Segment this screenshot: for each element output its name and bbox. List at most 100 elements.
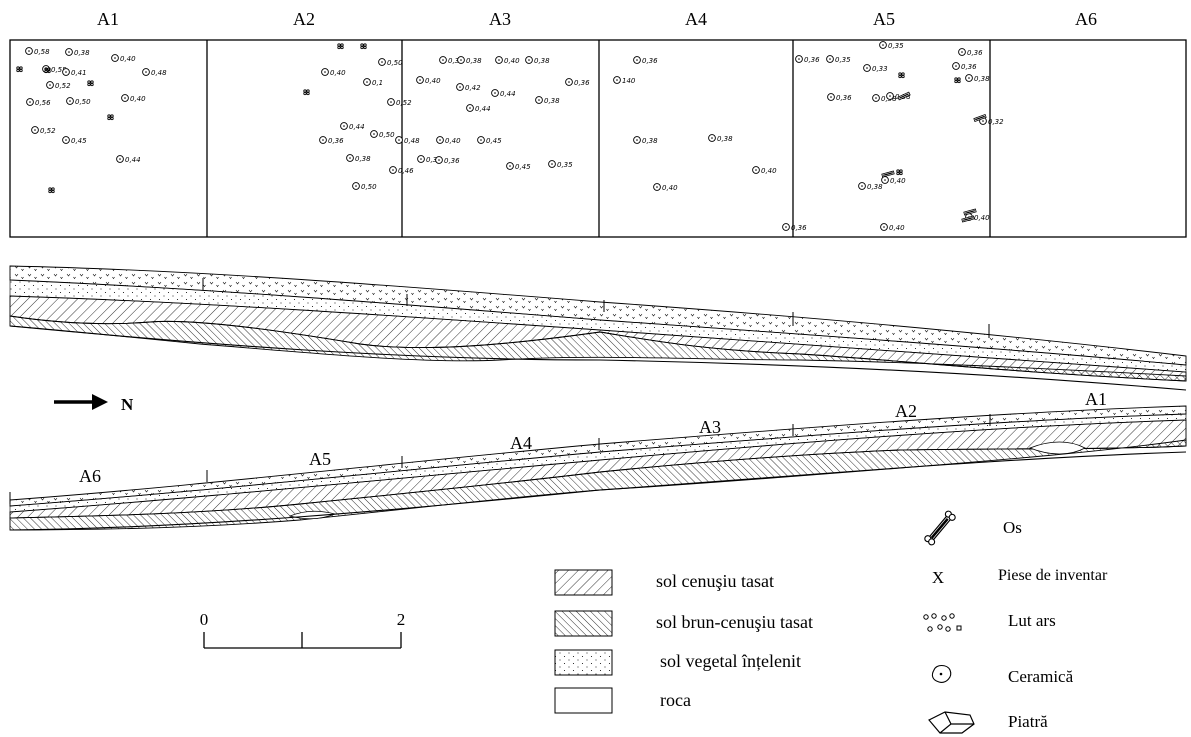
legend-layer-roca: roca — [554, 687, 691, 714]
ceramic-find: 0,38 — [535, 96, 560, 105]
bone-find — [961, 215, 975, 223]
ceramic-find: 0,35 — [826, 55, 851, 64]
square-title-a6: A6 — [1075, 9, 1097, 29]
ceramic-find: 0,38 — [525, 56, 550, 65]
depth-label: 0,36 — [967, 49, 983, 57]
square-title-a2: A2 — [293, 9, 315, 29]
legend-find-os: Os — [924, 510, 1022, 546]
swatch-dots — [554, 649, 613, 676]
ceramic-find: 0,38 — [457, 56, 482, 65]
depth-label: 0,44 — [125, 156, 141, 164]
ceramic-find: 140 — [613, 76, 636, 85]
burnt-clay-find — [44, 67, 51, 74]
swatch-hatch-dense — [554, 610, 613, 637]
ceramic-find: 0,38 — [708, 134, 733, 143]
depth-label: 0,40 — [890, 177, 906, 185]
bone-find — [963, 208, 977, 216]
north-label: N — [121, 395, 134, 414]
ceramic-find: 0,50 — [370, 130, 395, 139]
depth-label: 0,48 — [151, 69, 167, 77]
ceramic-find: 0,36 — [827, 93, 852, 102]
legend-layer-vegetal: sol vegetal înțelenit — [554, 649, 801, 676]
depth-label: 0,44 — [475, 105, 491, 113]
burnt-clay-find — [954, 77, 961, 84]
depth-label: 0,52 — [396, 99, 412, 107]
depth-label: 0,40 — [974, 214, 990, 222]
ceramic-find: 0,36 — [633, 56, 658, 65]
depth-label: 0,35 — [557, 161, 573, 169]
legend-find-label: Piese de inventar — [998, 567, 1108, 584]
ceramic-find: 0,52 — [387, 98, 412, 107]
legend-layer-label: roca — [660, 690, 691, 710]
ceramic-find: 0,40 — [881, 176, 906, 185]
ceramic-find: 0,40 — [416, 76, 441, 85]
depth-label: 0,40 — [130, 95, 146, 103]
ceramic-find: 0,36 — [319, 136, 344, 145]
ceramic-find: 0,42 — [456, 83, 481, 92]
depth-label: 0,36 — [328, 137, 344, 145]
depth-label: 0,36 — [791, 224, 807, 232]
depth-label: 0,38 — [426, 156, 442, 164]
ceramic-find: 0,36 — [435, 156, 460, 165]
depth-label: 0,45 — [71, 137, 87, 145]
depth-label: 0,52 — [55, 82, 71, 90]
ceramic-find: 0,48 — [395, 136, 420, 145]
depth-label: 0,36 — [642, 57, 658, 65]
section-label-a3: A3 — [699, 417, 721, 437]
x-mark-icon: X — [932, 568, 944, 587]
burnt-clay-find — [16, 66, 23, 73]
ceramic-find: 0,38 — [417, 155, 442, 164]
depth-label: 0,38 — [355, 155, 371, 163]
depth-label: 0,50 — [387, 59, 403, 67]
depth-label: 0,35 — [835, 56, 851, 64]
ceramic-find: 0,35 — [548, 160, 573, 169]
ceramic-find: 0,40 — [653, 183, 678, 192]
section-label-a2: A2 — [895, 401, 917, 421]
square-title-a4: A4 — [685, 9, 707, 29]
ceramic-find: 0,40 — [111, 54, 136, 63]
burnt-clay-icon — [923, 613, 962, 632]
depth-label: 0,45 — [515, 163, 531, 171]
ceramic-find: 0,38 — [633, 136, 658, 145]
bone-icon — [924, 510, 956, 546]
square-title-a1: A1 — [97, 9, 119, 29]
legend-find-label: Piatră — [1008, 712, 1048, 731]
ceramic-find: 0,38 — [439, 56, 464, 65]
section-profile-upper — [9, 265, 1187, 391]
depth-label: 0,40 — [889, 224, 905, 232]
depth-label: 0,56 — [35, 99, 51, 107]
depth-label: 0,38 — [544, 97, 560, 105]
ceramic-find: 0,56 — [26, 98, 51, 107]
depth-label: 0,40 — [662, 184, 678, 192]
depth-label: 0,38 — [867, 183, 883, 191]
section-square-labels: A6 A5 A4 A3 A2 A1 — [79, 389, 1107, 486]
scale-bar — [203, 632, 402, 649]
ceramic-find: 0,44 — [466, 104, 491, 113]
ceramic-find: 0,35 — [879, 41, 904, 50]
burnt-clay-find — [360, 43, 367, 50]
ceramic-find: 0,40 — [880, 223, 905, 232]
depth-label: 0,46 — [398, 167, 414, 175]
ceramic-icon — [931, 664, 952, 683]
ceramic-find: 0,38 — [965, 74, 990, 83]
depth-label: 0,50 — [379, 131, 395, 139]
ceramic-find: 0,50 — [352, 182, 377, 191]
bone-find — [973, 114, 987, 122]
section-label-a1: A1 — [1085, 389, 1107, 409]
depth-label: 0,41 — [71, 69, 87, 77]
ceramic-find: 0,45 — [62, 136, 87, 145]
ceramic-find: 0,40 — [495, 56, 520, 65]
scale-end-label: 2 — [397, 610, 406, 629]
burnt-clay-find — [107, 114, 114, 121]
plan-grid — [9, 39, 1187, 238]
depth-label: 140 — [622, 77, 636, 85]
depth-label: 0,38 — [74, 49, 90, 57]
plan-square-titles: A1 A2 A3 A4 A5 A6 — [97, 9, 1097, 29]
depth-label: 0,1 — [372, 79, 383, 87]
legend-find-label: Ceramică — [1008, 667, 1074, 686]
legend-find-piese: X Piese de inventar — [932, 567, 1108, 587]
ceramic-find: 0,41 — [62, 68, 87, 77]
ceramic-find: 0,44 — [116, 155, 141, 164]
depth-label: 0,58 — [34, 48, 50, 56]
legend-find-label: Lut ars — [1008, 611, 1056, 630]
